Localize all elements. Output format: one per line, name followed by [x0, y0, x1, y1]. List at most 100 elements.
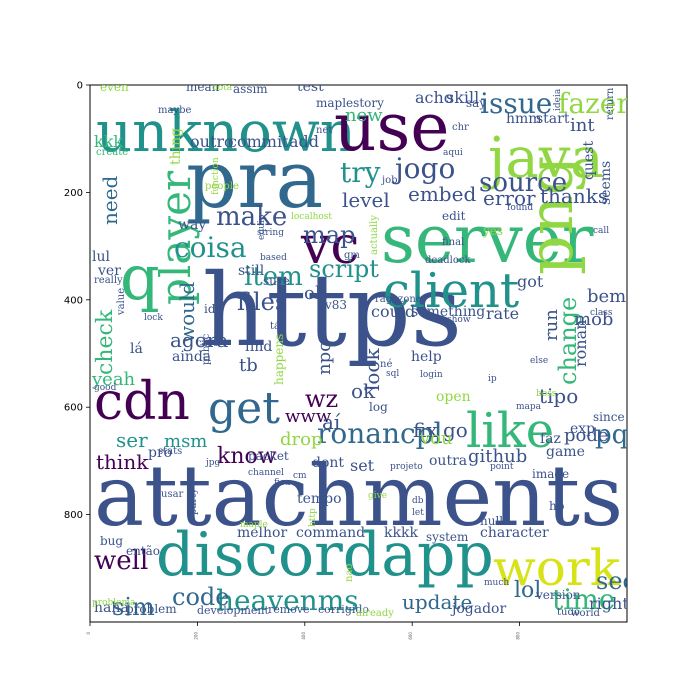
x-tick-label: 800 — [516, 632, 521, 640]
x-tick-label: 0 — [86, 632, 91, 635]
word-skill: skill — [446, 88, 479, 107]
word-actually: actually — [369, 215, 380, 255]
word-boss: boss — [536, 389, 557, 399]
word-open: open — [436, 389, 471, 405]
word-lul: lul — [92, 249, 110, 265]
word-like: like — [466, 403, 554, 459]
word-issue: issue — [480, 87, 552, 120]
word-chr: chr — [452, 122, 469, 133]
word-start: start — [536, 111, 570, 127]
word-level: level — [342, 188, 390, 212]
word-way: way — [178, 217, 206, 233]
word-party: party — [188, 488, 199, 515]
word-job: job — [381, 175, 398, 186]
word-character: character — [480, 525, 549, 541]
word-map: map — [303, 221, 355, 249]
word-fica: fica — [274, 478, 291, 488]
word-v83: v83 — [324, 298, 347, 312]
word-github: github — [468, 446, 527, 467]
word-coisa: coisa — [174, 231, 247, 264]
word-people: people — [205, 181, 239, 192]
word-update: update — [402, 590, 472, 614]
word-function: function — [211, 157, 221, 195]
word-public: public — [201, 333, 212, 365]
word-player: player — [151, 170, 200, 305]
word-https: https — [202, 252, 462, 369]
word-still: still — [238, 263, 265, 279]
word-development: development — [197, 604, 269, 617]
word-kkk: kkk — [94, 132, 123, 151]
word-embed: embed — [408, 182, 476, 206]
word-pro: pro — [148, 445, 172, 461]
word-tudo: tudo — [557, 607, 580, 618]
word-would: would — [175, 282, 199, 343]
word-ronancpl: ronancpl — [317, 417, 443, 450]
y-tick-label: 800 — [64, 510, 83, 521]
word-problema: problema — [92, 598, 136, 608]
word-ip: ip — [488, 374, 497, 384]
word-discordapp: discordapp — [156, 520, 494, 590]
word-right: right — [589, 594, 627, 613]
word-new: new — [345, 105, 383, 126]
word-wz: wz — [305, 385, 338, 413]
word-really: really — [94, 275, 123, 286]
word-cloud: httpsattachmentsdiscordapppraserverunkno… — [91, 85, 627, 621]
word-since: since — [593, 410, 625, 424]
word-nao: nao — [344, 564, 355, 582]
word-maplestory: maplestory — [316, 96, 384, 110]
word-yeah: yeah — [91, 369, 136, 390]
x-tick-label: 600 — [408, 632, 413, 640]
word-stats: stats — [158, 446, 182, 457]
word-yes: yes — [482, 224, 503, 238]
word-go: go — [443, 418, 468, 442]
word-sql: sql — [386, 369, 399, 379]
word-aí: aí — [322, 410, 341, 434]
word-got: got — [517, 272, 544, 291]
word-error: error — [483, 186, 536, 210]
word-jogo: jogo — [392, 152, 455, 185]
word-mob: mob — [574, 309, 613, 330]
word-look: look — [360, 348, 384, 391]
word-bug: bug — [100, 534, 123, 548]
word-give: give — [368, 491, 387, 501]
word-deadlock: deadlock — [425, 255, 472, 266]
word-well: well — [94, 546, 148, 576]
word-fix: fix — [413, 418, 438, 442]
word-vou: vou — [419, 428, 453, 449]
word-add: add — [289, 132, 319, 151]
word-null: null — [480, 514, 503, 528]
word-pode: pode — [564, 425, 609, 446]
word-client: client — [383, 263, 519, 319]
word-quest: quest — [581, 141, 597, 180]
word-think: think — [96, 450, 149, 474]
word-kkkk: kkkk — [384, 525, 418, 541]
word-usar: usar — [161, 489, 184, 500]
word-id: id — [204, 302, 216, 316]
word-tipo: tipo — [539, 384, 578, 408]
word-set: set — [350, 456, 375, 475]
word-game: game — [546, 444, 585, 460]
x-axis: 0 200 400 600 800 — [86, 622, 521, 640]
word-try: try — [340, 156, 381, 189]
word-outro: outro — [190, 132, 234, 151]
word-log: log — [369, 400, 388, 414]
word-tá: tá — [270, 321, 280, 332]
word-already: already — [356, 608, 394, 619]
y-tick-label: 600 — [64, 403, 83, 414]
word-dota: dota — [212, 85, 233, 93]
y-tick-label: 200 — [64, 188, 83, 199]
word-good: good — [94, 383, 117, 393]
word-ser: ser — [116, 428, 148, 452]
word-corrigido: corrigido — [318, 603, 369, 616]
word-use: use — [334, 89, 449, 166]
word-tempo: tempo — [297, 491, 342, 507]
word-faz: faz — [540, 431, 561, 447]
word-happens: happens — [272, 334, 286, 385]
word-oh: oh — [304, 283, 327, 304]
word-find: find — [245, 339, 272, 355]
word-agora: agora — [170, 328, 228, 352]
word-drop: drop — [280, 429, 323, 450]
word-sure: sure — [263, 274, 290, 288]
